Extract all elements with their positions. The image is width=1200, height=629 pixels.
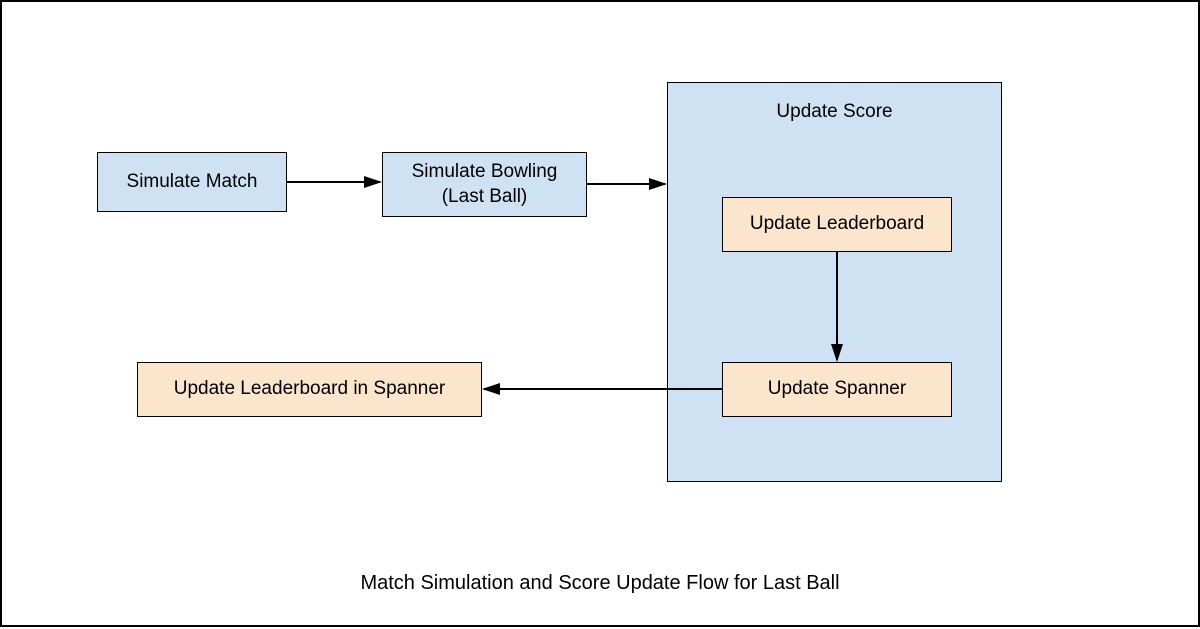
caption-text: Match Simulation and Score Update Flow f… bbox=[360, 572, 839, 594]
node-update-spanner: Update Spanner bbox=[722, 362, 952, 417]
node-update-score-container: Update Score bbox=[667, 82, 1002, 482]
node-simulate-bowling: Simulate Bowling (Last Ball) bbox=[382, 152, 587, 217]
node-simulate-match: Simulate Match bbox=[97, 152, 287, 212]
node-label: Update Leaderboard in Spanner bbox=[174, 377, 445, 402]
node-label: Update Score bbox=[668, 101, 1001, 123]
node-label: Simulate Match bbox=[127, 170, 258, 195]
node-update-leaderboard: Update Leaderboard bbox=[722, 197, 952, 252]
node-label: Simulate Bowling (Last Ball) bbox=[412, 160, 558, 209]
diagram-caption: Match Simulation and Score Update Flow f… bbox=[2, 572, 1198, 595]
node-update-leaderboard-spanner: Update Leaderboard in Spanner bbox=[137, 362, 482, 417]
diagram-canvas: Update Score Simulate Match Simulate Bow… bbox=[0, 0, 1200, 627]
node-label: Update Leaderboard bbox=[750, 212, 924, 237]
arrows-layer bbox=[2, 2, 1200, 629]
node-label: Update Spanner bbox=[768, 377, 906, 402]
